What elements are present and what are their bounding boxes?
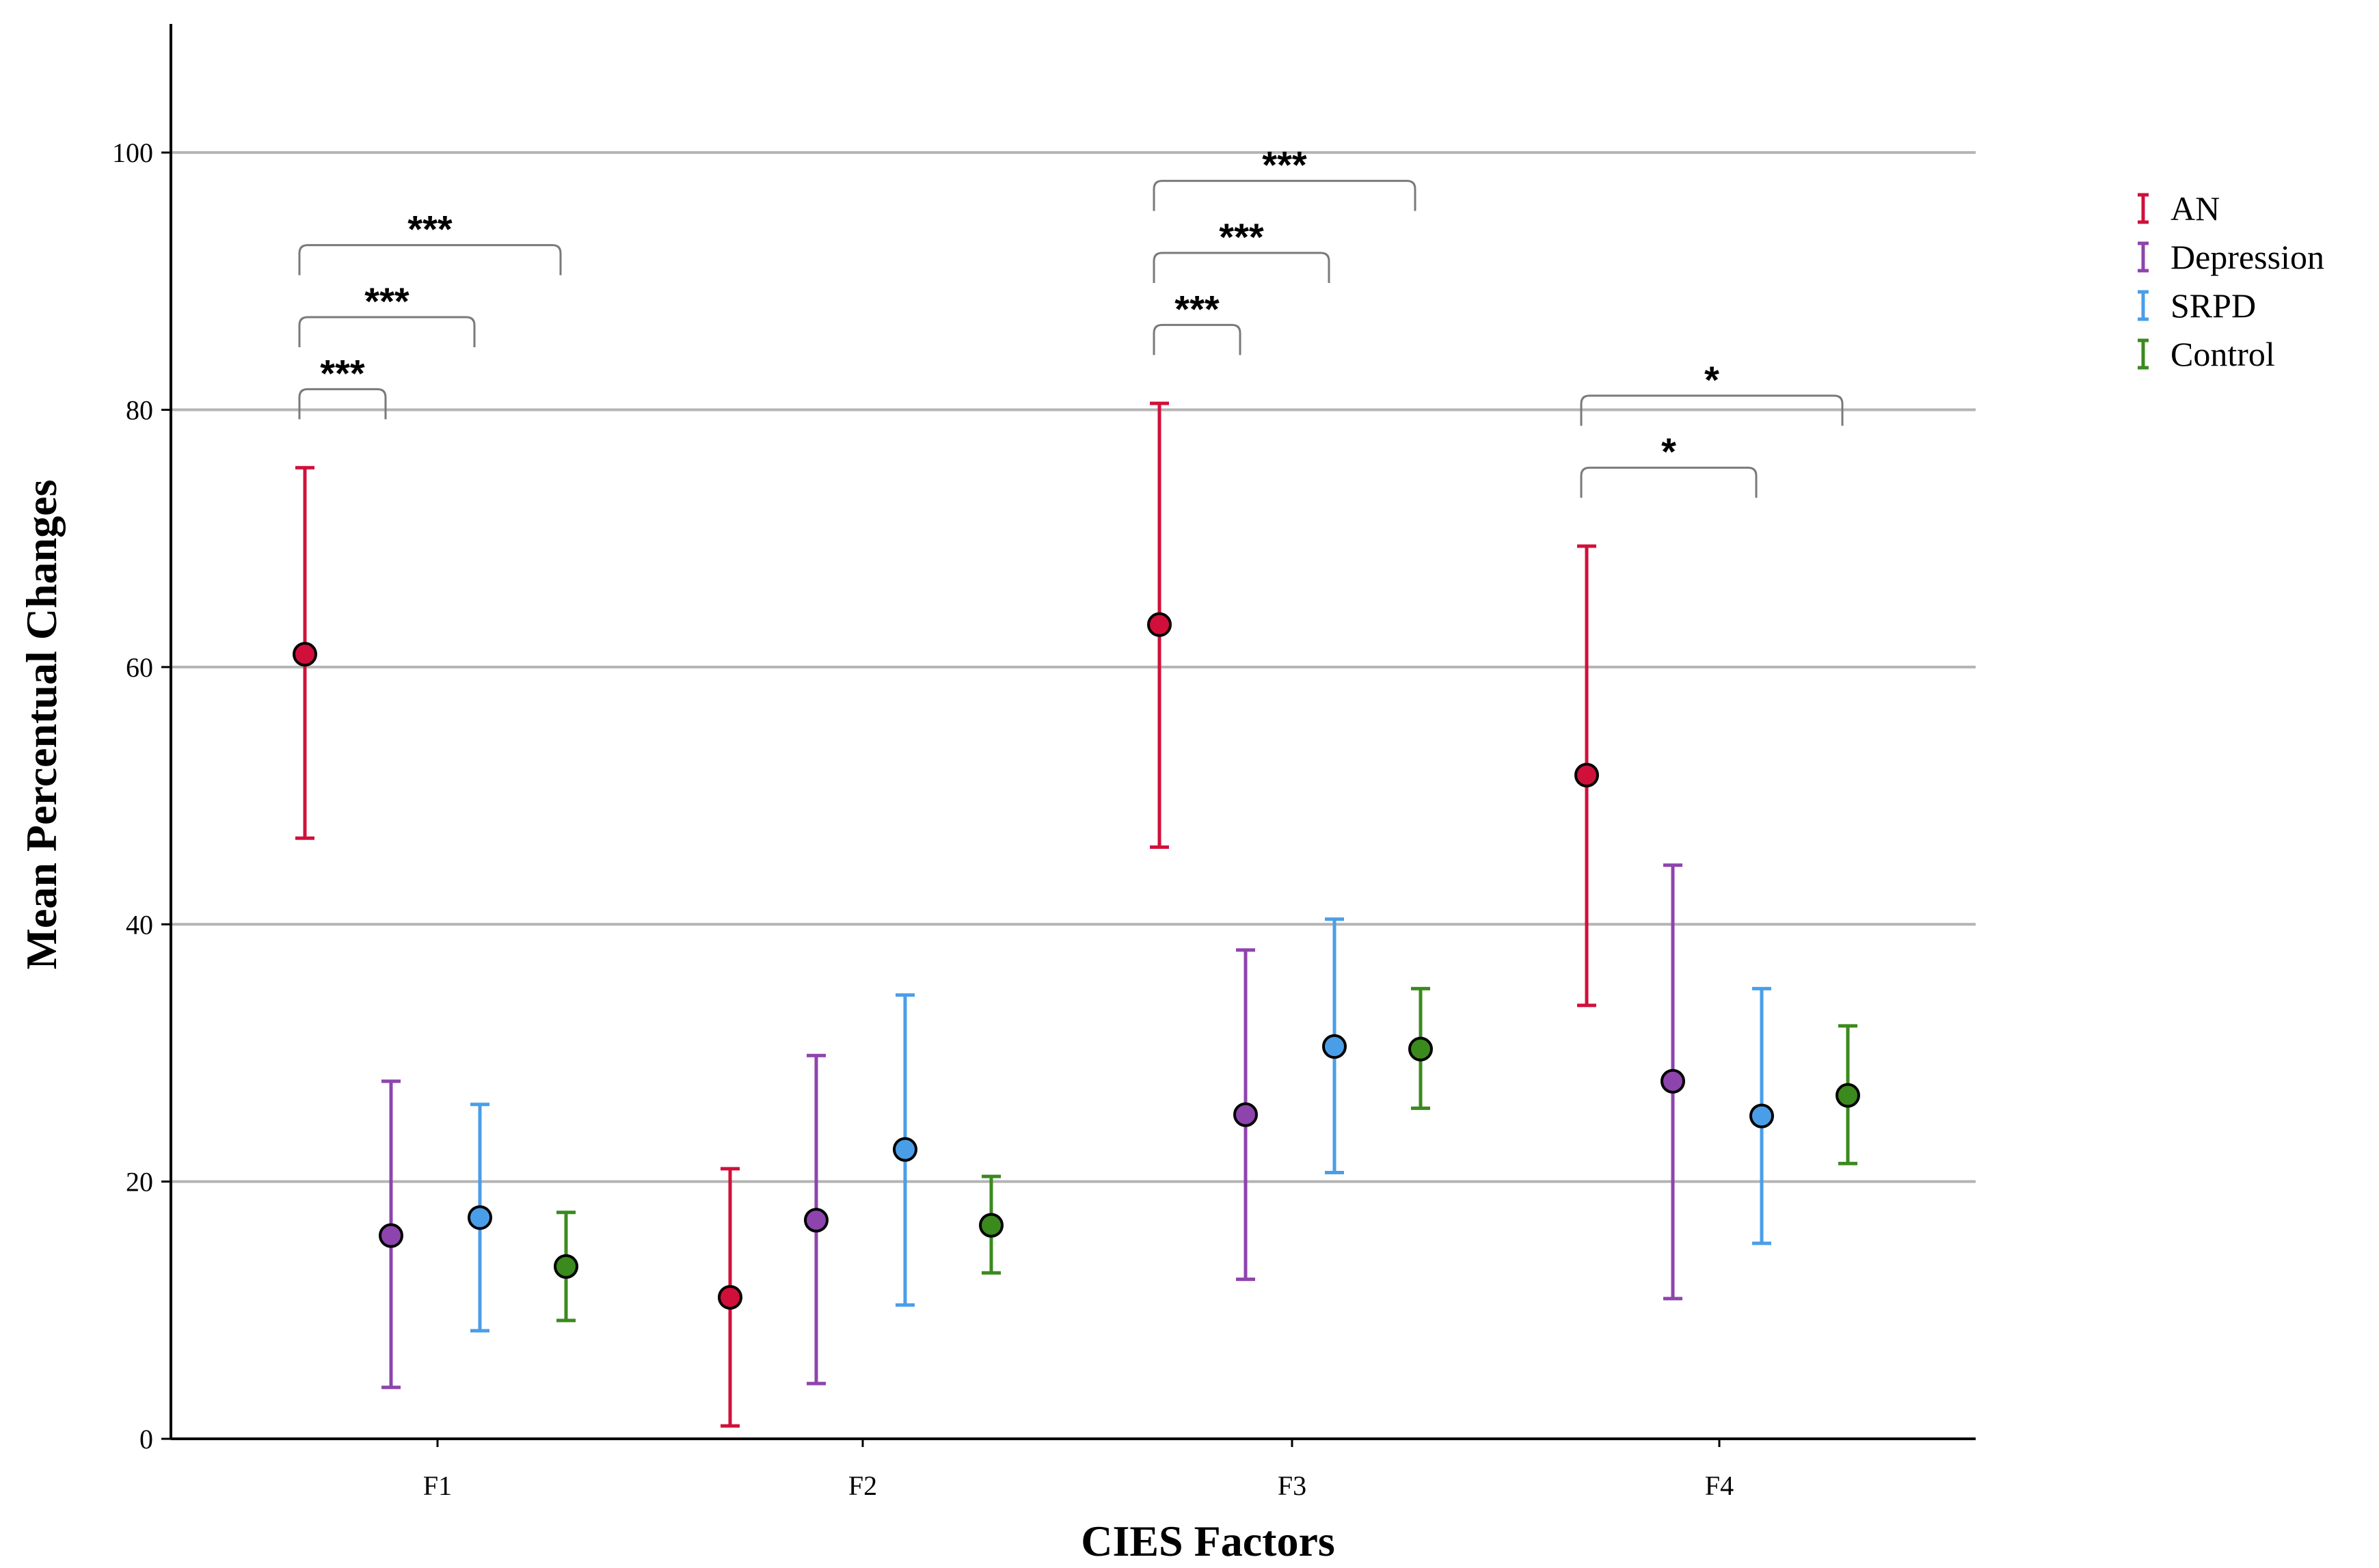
sig-bracket-line — [1153, 180, 1416, 211]
legend: AN Depression SRPD Control — [2138, 189, 2324, 373]
point-Depression-F1 — [379, 1223, 403, 1248]
legend-item-depression: Depression — [2138, 238, 2324, 276]
point-Control-F1 — [554, 1254, 578, 1279]
sig-bracket-F3-AN-SRPD: *** — [1153, 215, 1330, 283]
sig-label: *** — [320, 351, 365, 394]
legend-label: Control — [2170, 335, 2275, 373]
errorbar-AN-F3 — [1147, 401, 1172, 849]
sig-label: *** — [1174, 287, 1220, 330]
y-axis-title: Mean Percentual Changes — [17, 480, 66, 970]
point-Control-F2 — [979, 1213, 1004, 1238]
point-SRPD-F4 — [1749, 1103, 1774, 1128]
y-tick-label-100: 100 — [112, 137, 153, 168]
sig-bracket-line — [1153, 252, 1330, 283]
errorbar-SRPD-F2 — [893, 993, 917, 1307]
errorbar-AN-F1 — [293, 465, 317, 840]
x-tick-label-F2: F2 — [848, 1470, 877, 1501]
sig-label: *** — [364, 280, 409, 323]
x-axis-title: CIES Factors — [1081, 1517, 1335, 1565]
sig-bracket-line — [298, 388, 387, 420]
sig-label: *** — [1219, 215, 1264, 258]
point-AN-F2 — [718, 1285, 742, 1310]
gridlines — [161, 151, 1976, 1440]
y-tick-label-60: 60 — [126, 652, 153, 683]
point-SRPD-F3 — [1322, 1034, 1347, 1059]
point-AN-F4 — [1574, 762, 1599, 787]
legend-item-control: Control — [2138, 335, 2275, 373]
sig-bracket-line — [1153, 323, 1241, 355]
sig-bracket-F1-AN-Control: *** — [298, 208, 562, 275]
sig-label: *** — [407, 208, 453, 251]
axes — [170, 24, 1976, 1440]
sig-label: * — [1704, 358, 1719, 401]
sig-bracket-line — [298, 244, 562, 275]
sig-bracket-F4-AN-SRPD: * — [1580, 430, 1758, 498]
legend-item-srpd: SRPD — [2138, 286, 2256, 325]
sig-bracket-line — [1580, 394, 1844, 426]
errorbar-Depression-F1 — [379, 1079, 403, 1390]
point-Depression-F4 — [1661, 1068, 1685, 1094]
x-tick-label-F4: F4 — [1705, 1470, 1734, 1501]
x-tick-label-F1: F1 — [423, 1470, 452, 1501]
y-tick-label-80: 80 — [126, 395, 153, 426]
sig-bracket-line — [1580, 466, 1758, 498]
y-tick-label-20: 20 — [126, 1167, 153, 1198]
point-Depression-F3 — [1233, 1102, 1258, 1127]
x-tick-labels: F1 F2 F3 F4 — [423, 1439, 1734, 1501]
errorbar-Depression-F2 — [804, 1053, 829, 1385]
sig-bracket-F3-AN-Control: *** — [1153, 144, 1416, 211]
data-marks — [293, 401, 1860, 1428]
sig-label: *** — [1262, 144, 1307, 187]
point-AN-F3 — [1147, 612, 1172, 637]
significance-brackets: ******************** — [298, 144, 1844, 498]
errorbar-Depression-F3 — [1233, 948, 1258, 1282]
errorbar-SRPD-F1 — [468, 1103, 492, 1333]
errorbar-SRPD-F4 — [1749, 986, 1774, 1245]
sig-label: * — [1661, 430, 1676, 473]
y-tick-labels: 0 20 40 60 80 100 — [112, 137, 153, 1455]
point-AN-F1 — [293, 642, 317, 667]
sig-bracket-line — [298, 316, 476, 348]
errorbar-SRPD-F3 — [1322, 917, 1347, 1174]
errorbar-Control-F2 — [979, 1174, 1004, 1275]
sig-bracket-F3-AN-Depression: *** — [1153, 287, 1241, 355]
legend-label: SRPD — [2170, 286, 2256, 325]
errorbar-AN-F2 — [718, 1167, 742, 1428]
sig-bracket-F1-AN-Depression: *** — [298, 351, 387, 420]
point-SRPD-F2 — [893, 1137, 917, 1162]
legend-item-an: AN — [2138, 189, 2220, 228]
point-Control-F3 — [1408, 1036, 1433, 1062]
point-SRPD-F1 — [468, 1205, 492, 1230]
x-tick-label-F3: F3 — [1278, 1470, 1306, 1501]
errorbar-Depression-F4 — [1661, 863, 1685, 1301]
y-tick-label-40: 40 — [126, 909, 153, 940]
y-tick-label-0: 0 — [139, 1424, 153, 1455]
point-Control-F4 — [1836, 1083, 1860, 1108]
errorbar-Control-F3 — [1408, 986, 1433, 1110]
legend-label: Depression — [2170, 238, 2324, 276]
point-Depression-F2 — [804, 1208, 829, 1233]
errorbar-Control-F4 — [1836, 1024, 1860, 1165]
legend-label: AN — [2170, 189, 2220, 228]
errorbar-Control-F1 — [554, 1211, 578, 1323]
sig-bracket-F1-AN-SRPD: *** — [298, 280, 476, 348]
errorbar-AN-F4 — [1574, 544, 1599, 1008]
sig-bracket-F4-AN-Control: * — [1580, 358, 1844, 426]
